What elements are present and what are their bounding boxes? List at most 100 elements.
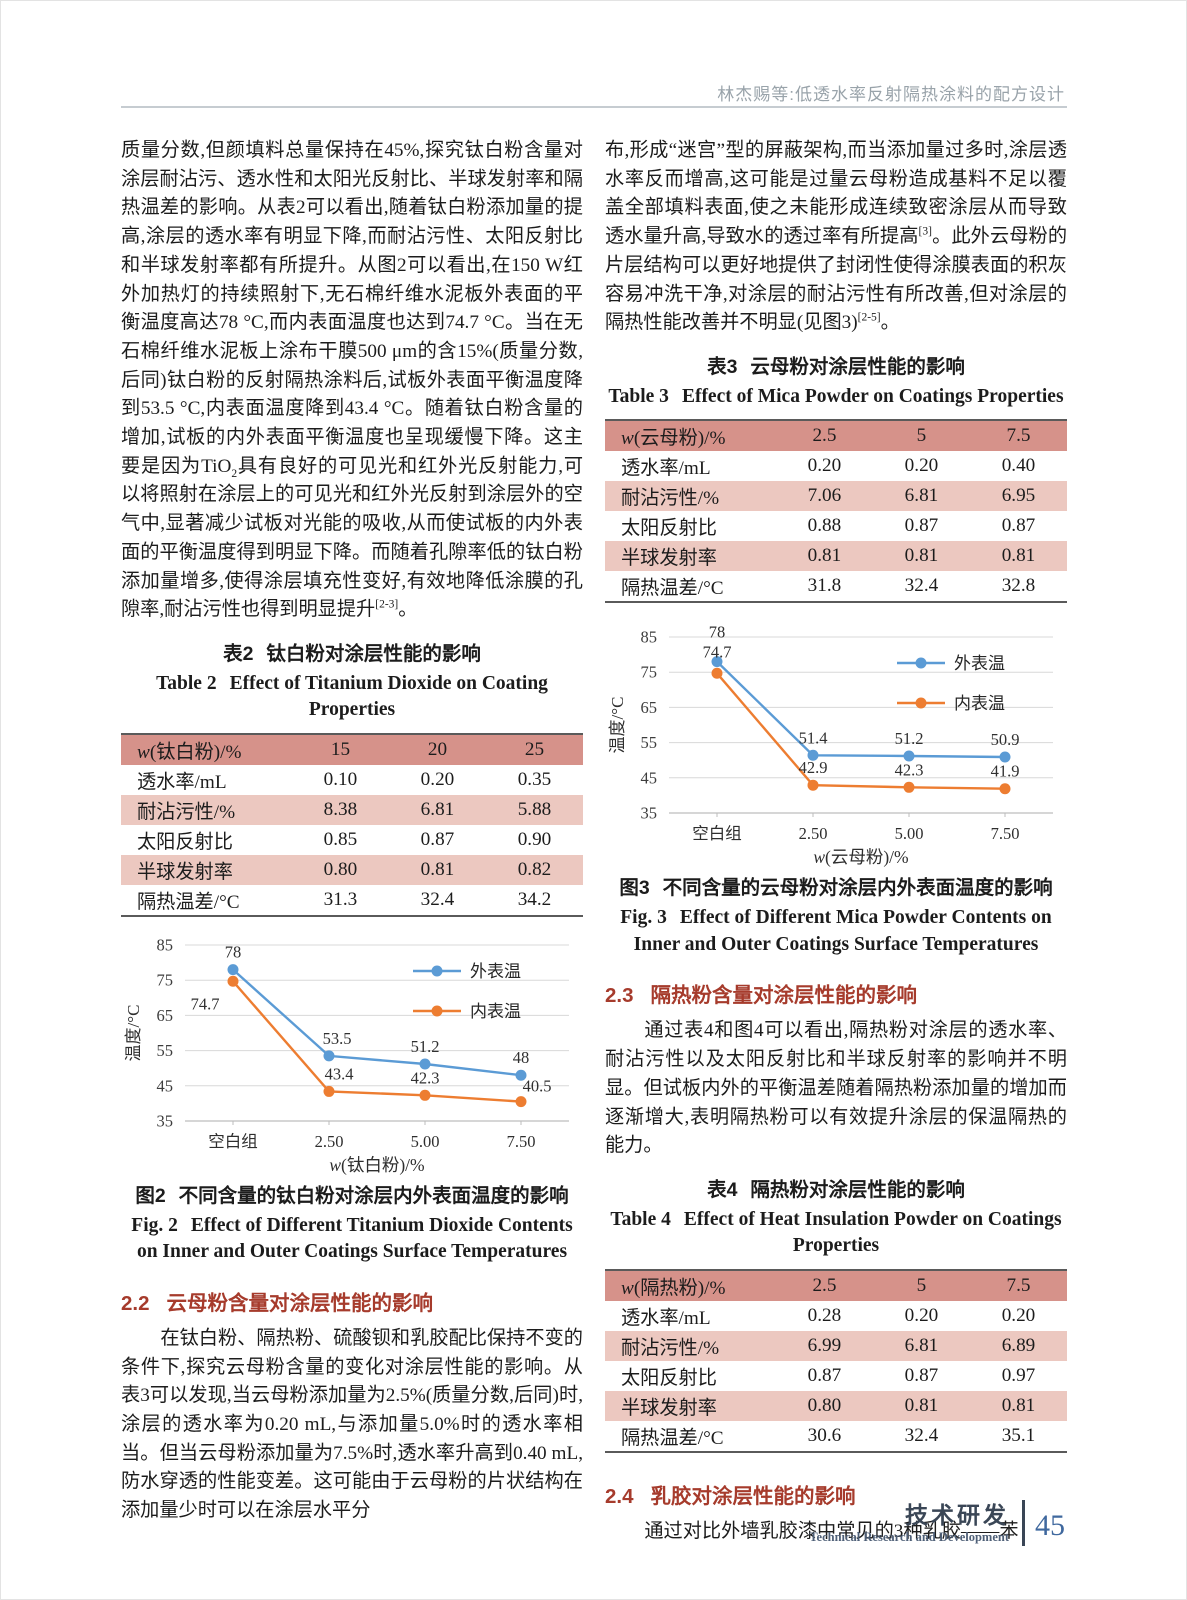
legend-label: 外表温	[470, 962, 521, 981]
cell-value: 32.4	[420, 888, 455, 910]
table2-label-en: Table 2	[156, 672, 217, 694]
figure2-title-zh: 不同含量的钛白粉对涂层内外表面温度的影响	[178, 1184, 569, 1207]
cell-value: 31.8	[807, 575, 842, 597]
row-label: 隔热温差/°C	[621, 578, 724, 600]
x-category-label: 空白组	[692, 824, 742, 843]
cell-value: 7.06	[807, 485, 842, 507]
row-label: 半球发射率	[621, 1397, 717, 1419]
paragraph-mica-left: 在钛白粉、隔热粉、硫酸钡和乳胶配比保持不变的条件下,探究云母粉含量的变化对涂层性…	[121, 1327, 583, 1522]
cell-value: 0.81	[420, 858, 455, 880]
figure3-line-chart: 35 45 55 65 75 85 空白组 2.50 5.00 7.50 温度/°C w(云母粉)/%…	[608, 623, 1053, 867]
table4-caption-en: Table 4 Effect of Heat Insulation Powder …	[605, 1207, 1067, 1260]
cell-value: 31.3	[323, 888, 358, 910]
table3-caption-zh: 表3 云母粉对涂层性能的影响	[605, 354, 1067, 381]
data-label: 74.7	[191, 994, 220, 1013]
figure3-caption-zh: 图3 不同含量的云母粉对涂层内外表面温度的影响	[605, 875, 1067, 902]
cell-value: 34.2	[517, 888, 552, 910]
table4: w(隔热粉)/% 2.5 5 7.5 透水率/mL 0.28 0.20 0.20 耐沾污性/% 6…	[605, 1268, 1067, 1453]
cell-value: 5.88	[517, 798, 552, 820]
table-row: 隔热温差/°C 31.3 32.4 34.2	[121, 885, 583, 916]
cell-value: 0.81	[904, 545, 939, 567]
data-point	[807, 750, 819, 762]
paragraph-mica-right: 布,形成“迷宫”型的屏蔽架构,而当添加量过多时,涂层透水率反而增高,这可能是过量…	[605, 140, 1068, 334]
cell-value: 6.99	[807, 1334, 842, 1356]
cell-value: 0.87	[420, 828, 455, 850]
data-point	[711, 668, 723, 680]
cell-value: 0.88	[807, 515, 842, 537]
figure2-caption-en: Fig. 2 Effect of Different Titanium Dioxi…	[121, 1213, 583, 1266]
x-axis-title: w(云母粉)/%	[813, 847, 908, 867]
table3-title-zh: 云母粉对涂层性能的影响	[750, 355, 965, 378]
table-row: 半球发射率 0.80 0.81 0.81	[605, 1390, 1067, 1421]
data-point	[227, 975, 239, 987]
data-point	[419, 1089, 431, 1101]
cell-value: 0.87	[904, 1364, 939, 1386]
legend-label: 内表温	[954, 694, 1005, 713]
cell-value: 0.35	[517, 768, 552, 790]
section-2-2-title: 云母粉含量对涂层性能的影响	[166, 1291, 434, 1315]
table2: w(钛白粉)/% 15 20 25 透水率/mL 0.10 0.20 0.35 耐沾污性/% 8.…	[121, 732, 583, 917]
data-label: 74.7	[703, 643, 732, 662]
data-label: 53.5	[323, 1029, 352, 1048]
section-2-4-number: 2.4	[605, 1484, 634, 1508]
data-label: 50.9	[991, 730, 1020, 749]
data-label: 78	[709, 623, 726, 642]
table-header-row: w(钛白粉)/% 15 20 25	[121, 733, 583, 765]
x-category-label: 2.50	[315, 1132, 344, 1151]
table4-caption-zh: 表4 隔热粉对涂层性能的影响	[605, 1177, 1067, 1204]
row-label: 透水率/mL	[621, 458, 711, 480]
paragraph-emulsion: 通过对比外墙乳胶漆中常见的3种乳胶——苯	[644, 1520, 1019, 1542]
table-row: 隔热温差/°C 31.8 32.4 32.8	[605, 571, 1067, 602]
table3-label-en: Table 3	[608, 385, 669, 407]
cell-value: 0.81	[1001, 1394, 1036, 1416]
x-category-label: 2.50	[799, 824, 828, 843]
y-tick-label: 35	[157, 1111, 174, 1130]
series-line	[716, 672, 1006, 791]
table-header-label: w(云母粉)/%	[621, 428, 726, 450]
running-title: 林杰赐等:低透水率反射隔热涂料的配方设计	[717, 85, 1065, 104]
table-row: 隔热温差/°C 30.6 32.4 35.1	[605, 1421, 1067, 1452]
section-2-2-heading: 2.2 云母粉含量对涂层性能的影响	[121, 1290, 583, 1318]
figure2-caption-zh: 图2 不同含量的钛白粉对涂层内外表面温度的影响	[121, 1183, 583, 1210]
table-header-value: 5	[916, 1274, 927, 1296]
footer-section-name: 技术研发 Technical Research and Development	[809, 1502, 1009, 1545]
legend-label: 内表温	[470, 1002, 521, 1021]
series-line	[716, 661, 1006, 759]
table4-label-zh: 表4	[707, 1178, 738, 1201]
cell-value: 32.4	[904, 575, 939, 597]
cell-value: 6.81	[420, 798, 455, 820]
cell-value: 0.20	[904, 455, 939, 477]
data-point	[515, 1096, 527, 1108]
footer-title-zh: 技术研发	[905, 1501, 1009, 1528]
table4-title-zh: 隔热粉对涂层性能的影响	[750, 1178, 965, 1201]
cell-value: 0.85	[323, 828, 358, 850]
x-category-label: 5.00	[411, 1132, 440, 1151]
footer-title-en: Technical Research and Development	[809, 1529, 1009, 1544]
cell-value: 32.8	[1001, 575, 1036, 597]
cell-value: 0.87	[807, 1364, 842, 1386]
table2-label-zh: 表2	[223, 642, 254, 665]
figure2-label-en: Fig. 2	[131, 1214, 178, 1236]
right-column: 布,形成“迷宫”型的屏蔽架构,而当添加量过多时,涂层透水率反而增高,这可能是过量…	[605, 137, 1067, 1547]
cell-value: 6.81	[904, 485, 939, 507]
cell-value: 0.97	[1001, 1364, 1036, 1386]
table3-title-en: Effect of Mica Powder on Coatings Proper…	[681, 385, 1064, 407]
y-tick-label: 75	[641, 663, 658, 682]
cell-value: 0.10	[323, 768, 358, 790]
y-tick-label: 75	[157, 971, 174, 990]
legend-marker	[915, 657, 927, 669]
paragraph-titanium: 质量分数,但颜填料总量保持在45%,探究钛白粉含量对涂层耐沾污、透水性和太阳光反…	[121, 140, 584, 621]
table-row: 透水率/mL 0.10 0.20 0.35	[121, 765, 583, 795]
data-point	[711, 656, 723, 668]
table-row: 半球发射率 0.80 0.81 0.82	[121, 854, 583, 885]
paragraph-insulation: 通过表4和图4可以看出,隔热粉对涂层的透水率、耐沾污性以及太阳反射比和半球反射率…	[605, 1020, 1067, 1157]
row-label: 半球发射率	[621, 548, 717, 570]
data-label: 51.4	[799, 729, 828, 748]
data-label: 42.9	[799, 759, 828, 778]
data-label: 40.5	[523, 1077, 552, 1096]
row-label: 透水率/mL	[621, 1307, 711, 1329]
cell-value: 6.81	[904, 1334, 939, 1356]
row-label: 耐沾污性/%	[621, 488, 720, 510]
cell-value: 0.20	[420, 768, 455, 790]
